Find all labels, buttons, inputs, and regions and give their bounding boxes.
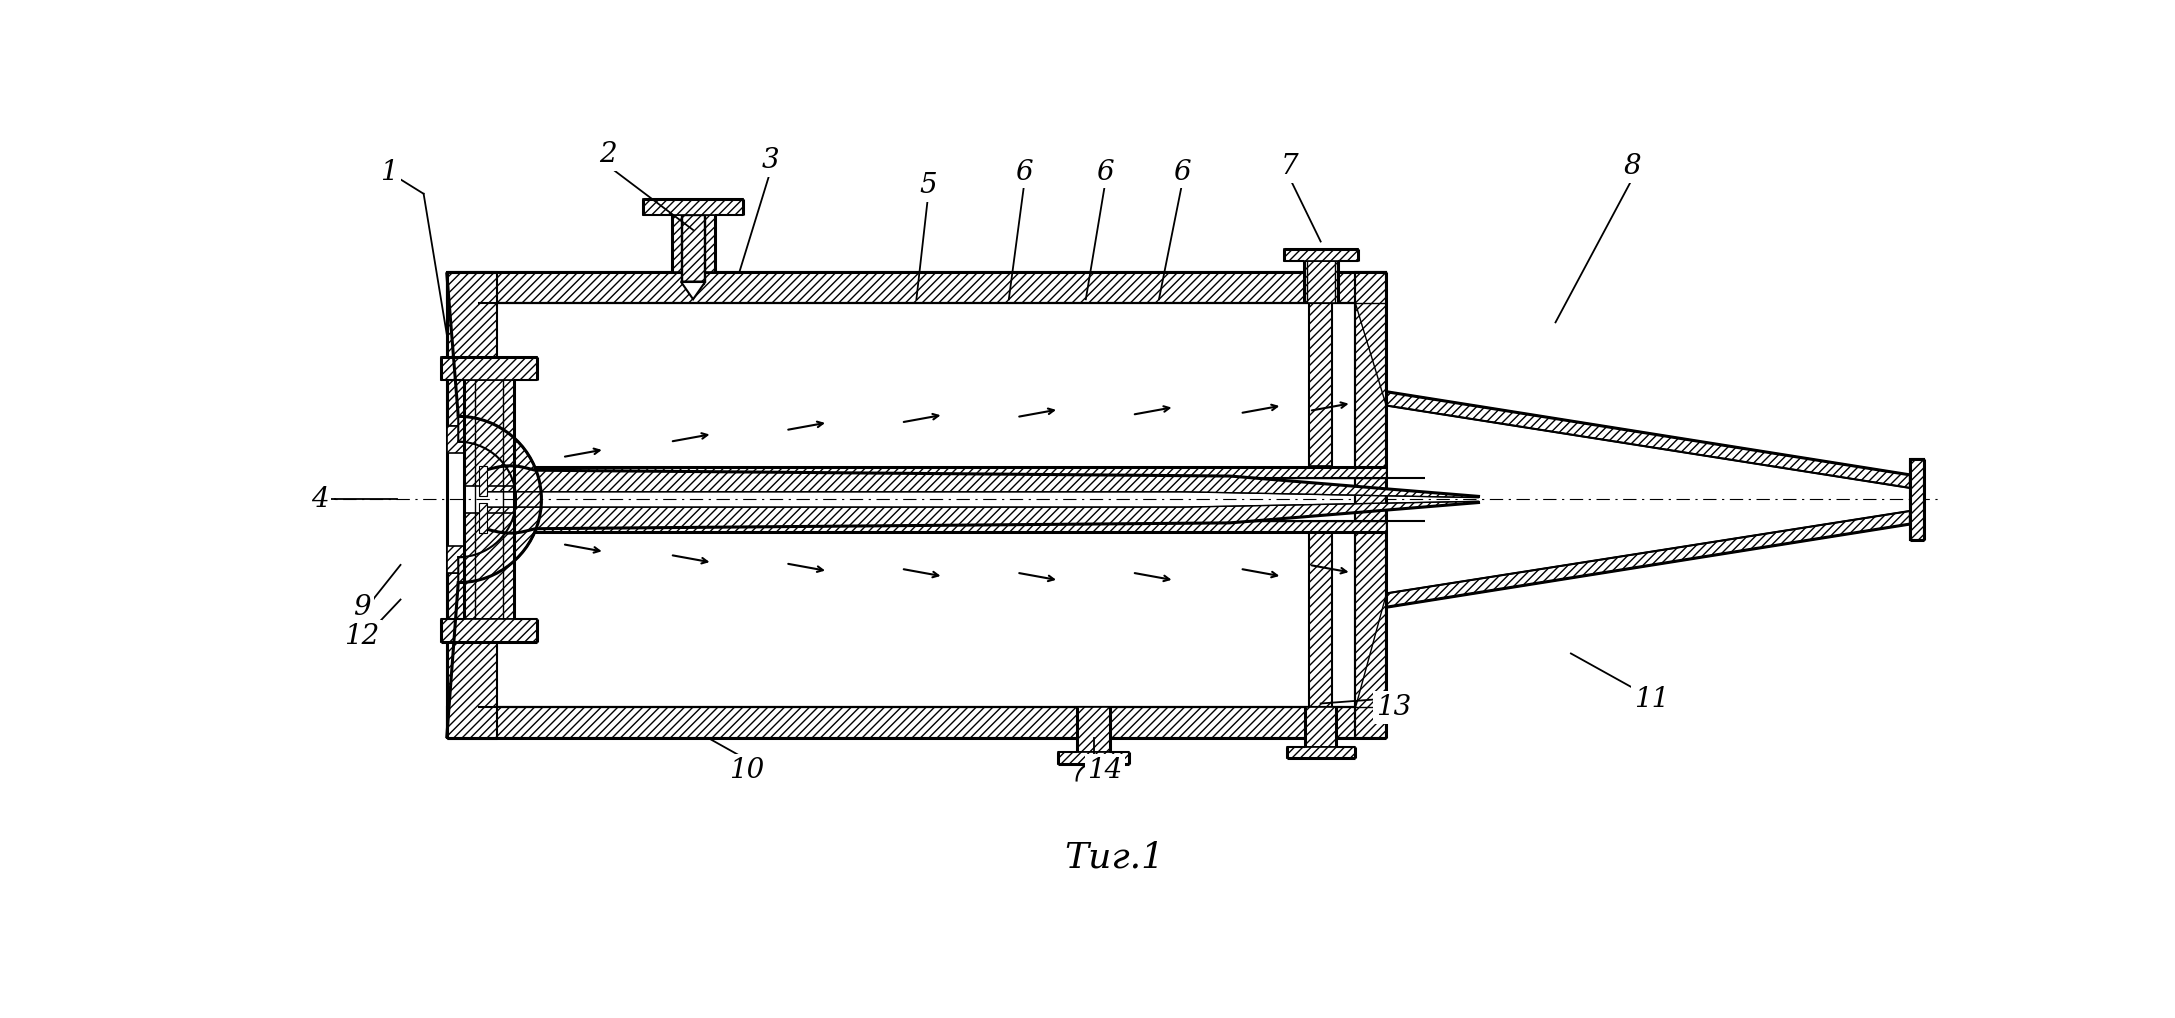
Polygon shape (1385, 511, 1910, 608)
Text: 7: 7 (1281, 154, 1298, 180)
Polygon shape (1077, 708, 1111, 752)
Text: 3: 3 (761, 148, 779, 174)
Text: 5: 5 (920, 172, 937, 199)
Polygon shape (1283, 249, 1357, 261)
Polygon shape (481, 521, 1385, 531)
Polygon shape (1309, 533, 1333, 708)
Polygon shape (1355, 303, 1385, 405)
Polygon shape (1303, 261, 1338, 303)
Polygon shape (478, 503, 487, 532)
Polygon shape (481, 467, 1385, 477)
Polygon shape (485, 501, 1479, 533)
Polygon shape (1910, 459, 1923, 540)
Polygon shape (465, 380, 513, 486)
Polygon shape (442, 619, 537, 642)
Polygon shape (1288, 747, 1355, 758)
Polygon shape (465, 513, 513, 619)
Text: 4: 4 (311, 486, 328, 513)
Polygon shape (442, 357, 537, 380)
Text: 1: 1 (381, 159, 398, 185)
Polygon shape (1309, 303, 1333, 465)
Polygon shape (446, 708, 1385, 738)
Text: 6: 6 (1096, 159, 1114, 185)
Text: 10: 10 (729, 757, 766, 784)
Text: 8: 8 (1625, 154, 1642, 180)
Polygon shape (459, 416, 542, 582)
Text: Τиг.1: Τиг.1 (1064, 841, 1164, 874)
Text: 2: 2 (600, 142, 618, 168)
Polygon shape (446, 272, 496, 427)
Polygon shape (478, 466, 487, 496)
Text: 14: 14 (1088, 757, 1122, 784)
Text: 13: 13 (1377, 694, 1412, 721)
Polygon shape (644, 200, 744, 215)
Polygon shape (683, 215, 705, 284)
Text: 9: 9 (352, 593, 370, 621)
Polygon shape (485, 466, 1479, 498)
Polygon shape (1355, 272, 1385, 738)
Polygon shape (1057, 752, 1129, 764)
Polygon shape (1385, 392, 1910, 488)
Polygon shape (1355, 593, 1385, 708)
Text: 11: 11 (1633, 686, 1670, 714)
Polygon shape (446, 572, 496, 738)
Text: 6: 6 (1016, 159, 1033, 185)
Text: 6: 6 (1172, 159, 1192, 185)
Text: 12: 12 (344, 623, 381, 651)
Polygon shape (446, 531, 496, 572)
Polygon shape (446, 272, 1385, 303)
Polygon shape (1305, 708, 1335, 747)
Polygon shape (446, 427, 496, 467)
Polygon shape (681, 282, 705, 299)
Polygon shape (672, 215, 716, 272)
